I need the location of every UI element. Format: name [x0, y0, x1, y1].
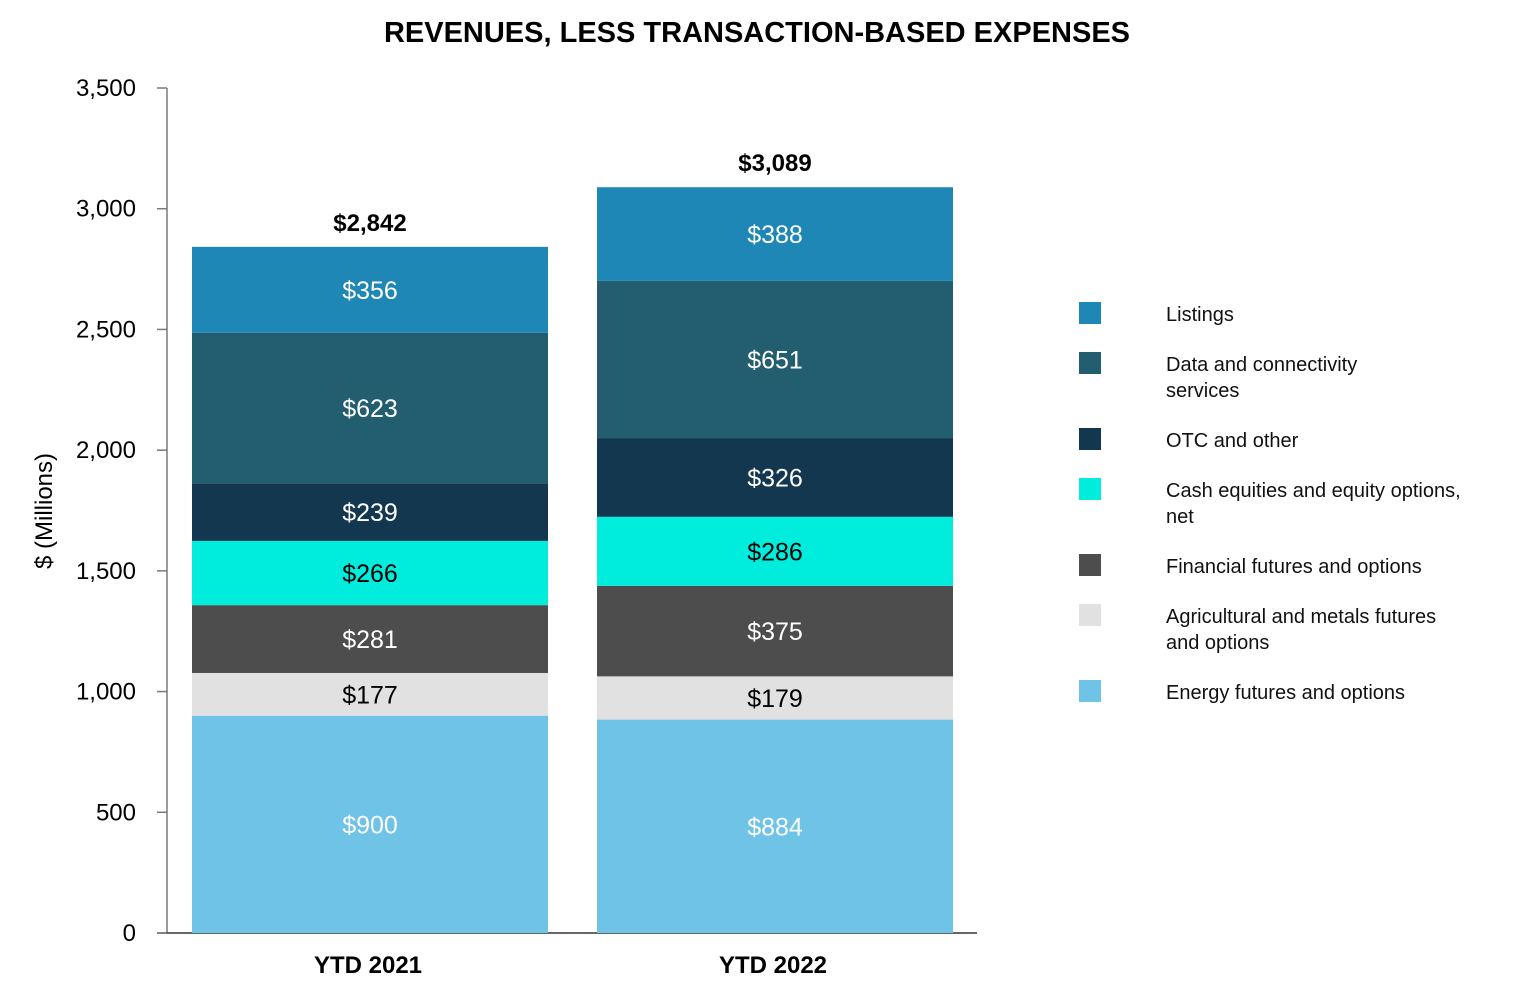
legend-swatch [1079, 428, 1101, 450]
bar-segment [192, 332, 548, 484]
y-tick-label: 2,500 [76, 316, 136, 343]
legend-item: Data and connectivity services [1079, 352, 1357, 402]
legend-item: Cash equities and equity options, net [1079, 478, 1461, 528]
bar-segment [192, 483, 548, 541]
x-category-label: YTD 2022 [719, 952, 827, 979]
legend-label: Cash equities and equity options, [1166, 480, 1461, 502]
bar-segment [597, 516, 953, 586]
legend-swatch [1079, 352, 1101, 374]
legend-label: Listings [1166, 304, 1234, 326]
legend-item: Agricultural and metals futures and optio… [1079, 604, 1436, 654]
chart-title: REVENUES, LESS TRANSACTION-BASED EXPENSE… [384, 17, 1130, 49]
segment-value-label: $623 [342, 395, 398, 423]
bar-segment [192, 246, 548, 333]
bar-segment [192, 540, 548, 606]
y-axis-label: $ (Millions) [31, 453, 58, 569]
y-axis: 0 500 1,000 1,500 2,000 2,500 3,000 3,500 [76, 75, 977, 947]
segment-value-label: $239 [342, 499, 398, 527]
y-tick-label: 1,500 [76, 558, 136, 585]
y-tick-label: 1,000 [76, 679, 136, 706]
segment-value-label: $884 [747, 813, 803, 841]
legend-swatch [1079, 302, 1101, 324]
segment-value-label: $375 [747, 618, 803, 646]
legend-item: Listings [1079, 302, 1234, 326]
y-tick-label: 3,000 [76, 196, 136, 223]
legend-swatch [1079, 554, 1101, 576]
segment-value-label: $388 [747, 221, 803, 249]
legend-label: net [1166, 506, 1194, 528]
bar-segment [597, 719, 953, 933]
legend-item: Energy futures and options [1079, 680, 1405, 704]
legend-label: services [1166, 380, 1239, 402]
bar-segment [192, 605, 548, 673]
y-tick-label: 0 [123, 920, 136, 947]
bar-total-label: $2,842 [333, 210, 406, 237]
segment-value-label: $900 [342, 811, 398, 839]
segment-value-label: $326 [747, 464, 803, 492]
segment-value-label: $266 [342, 560, 398, 588]
x-category-label: YTD 2021 [314, 952, 422, 979]
legend-label: Agricultural and metals futures [1166, 606, 1436, 628]
bar-segment [597, 438, 953, 517]
y-tick-label: 3,500 [76, 75, 136, 102]
segment-value-label: $286 [747, 538, 803, 566]
y-tick-label: 2,000 [76, 437, 136, 464]
legend-swatch [1079, 478, 1101, 500]
bar-segment [192, 672, 548, 716]
bar-segment [597, 280, 953, 439]
legend-item: OTC and other [1079, 428, 1299, 452]
legend-label: Financial futures and options [1166, 556, 1422, 578]
segment-value-label: $177 [342, 681, 398, 709]
bar-segment [192, 715, 548, 933]
segment-value-label: $651 [747, 346, 803, 374]
bar-total-label: $3,089 [738, 150, 811, 177]
legend-swatch [1079, 604, 1101, 626]
legend-label: Data and connectivity [1166, 354, 1357, 376]
segment-value-label: $356 [342, 277, 398, 305]
legend-label: and options [1166, 632, 1269, 654]
bar-segment [597, 187, 953, 281]
segment-value-label: $179 [747, 685, 803, 713]
legend-swatch [1079, 680, 1101, 702]
bar-segment [597, 585, 953, 677]
segment-value-label: $281 [342, 626, 398, 654]
legend-item: Financial futures and options [1079, 554, 1422, 578]
legend-label: OTC and other [1166, 430, 1299, 452]
y-tick-label: 500 [96, 799, 136, 826]
legend: Listings Data and connectivity services OTC… [1079, 302, 1461, 704]
legend-label: Energy futures and options [1166, 682, 1405, 704]
bars: $900 $177 $281 $266 $239 $623 $356 $2,842 YTD 20… [192, 150, 953, 979]
bar-segment [597, 676, 953, 720]
